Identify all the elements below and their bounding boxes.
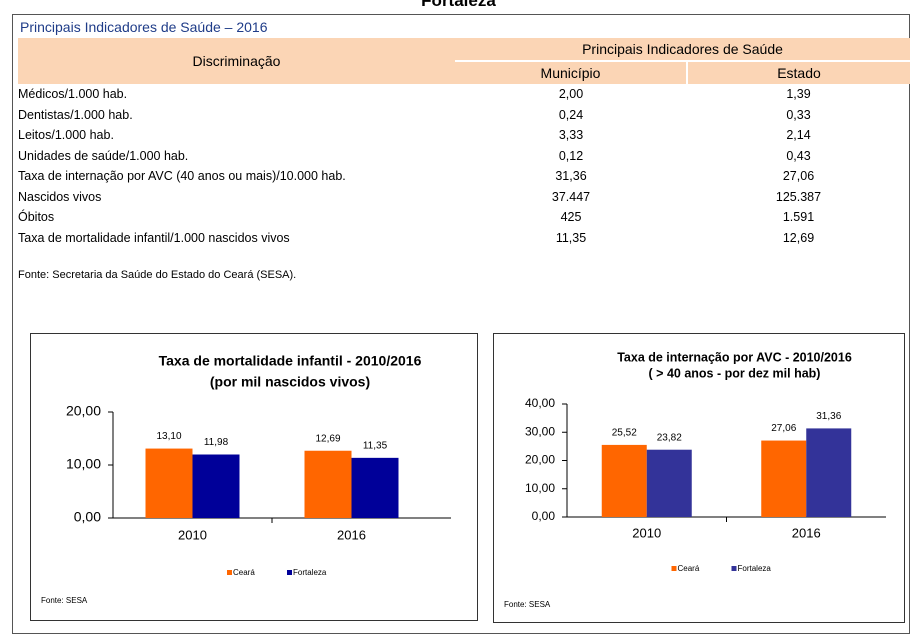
table-body: Médicos/1.000 hab. 2,00 1,39 Dentistas/1.00… — [18, 84, 910, 248]
table-cell: Unidades de saúde/1.000 hab. — [18, 148, 189, 163]
y-tick-label: 20,00 — [66, 403, 101, 419]
bar — [192, 454, 240, 518]
legend-swatch — [731, 566, 737, 571]
x-tick-label: 2016 — [792, 525, 821, 540]
bar — [145, 448, 193, 518]
table-row: Óbitos 425 1.591 — [18, 207, 910, 228]
table-cell: 1,39 — [786, 87, 811, 102]
legend-label: Fortaleza — [293, 568, 327, 577]
source: Fonte: Secretaria da Saúde do Estado do … — [18, 269, 297, 281]
table-row: Leitos/1.000 hab. 3,33 2,14 — [18, 125, 910, 146]
legend-swatch — [287, 570, 292, 575]
legend-swatch — [671, 566, 677, 571]
table-cell: 0,33 — [786, 107, 811, 122]
bar — [761, 440, 807, 517]
bar — [806, 428, 852, 517]
y-tick-label: 30,00 — [525, 424, 555, 438]
legend-label: Ceará — [233, 568, 255, 577]
legend-label: Fortaleza — [738, 564, 772, 573]
column-header: Município — [455, 61, 688, 84]
data-label: 23,82 — [657, 432, 682, 443]
chart-title: Taxa de internação por AVC - 2010/2016 — [617, 350, 852, 364]
bar — [304, 450, 352, 518]
table-cell: Médicos/1.000 hab. — [18, 87, 128, 102]
data-label: 13,10 — [156, 431, 181, 442]
table-cell: Óbitos — [18, 210, 55, 225]
chart-title: ( > 40 anos - por dez mil hab) — [649, 366, 821, 380]
legend-swatch — [227, 570, 232, 575]
x-tick-label: 2010 — [632, 525, 661, 540]
column-header: Discriminação — [18, 38, 455, 84]
table-cell: 31,36 — [555, 169, 587, 184]
table-cell: Taxa de internação por AVC (40 anos ou m… — [18, 169, 346, 184]
chart: Taxa de internação por AVC - 2010/2016 ( … — [493, 333, 905, 623]
chart-source: Fonte: SESA — [504, 600, 551, 609]
chart-title: (por mil nascidos vivos) — [210, 374, 370, 390]
title: Principais Indicadores de Saúde – 2016 — [20, 19, 268, 35]
chart: Taxa de mortalidade infantil - 2010/2016… — [30, 333, 478, 621]
table-row: Nascidos vivos 37.447 125.387 — [18, 187, 910, 208]
table-row: Médicos/1.000 hab. 2,00 1,39 — [18, 84, 910, 105]
table-cell: 1.591 — [782, 210, 815, 225]
chart-source: Fonte: SESA — [41, 596, 88, 605]
table-row: Taxa de mortalidade infantil/1.000 nasci… — [18, 228, 910, 249]
data-label: 25,52 — [612, 428, 637, 439]
table-cell: 3,33 — [558, 128, 584, 143]
column-group-header: Principais Indicadores de Saúde — [455, 38, 910, 62]
table-cell: 27,06 — [782, 169, 815, 184]
bar — [601, 444, 647, 517]
data-label: 27,06 — [771, 423, 796, 434]
y-tick-label: 10,00 — [525, 481, 555, 495]
data-label: 31,36 — [816, 411, 841, 422]
y-tick-label: 0,00 — [532, 509, 556, 523]
table: Discriminação Principais Indicadores de … — [18, 38, 910, 248]
table-cell: Nascidos vivos — [18, 189, 102, 204]
table-cell: Taxa de mortalidade infantil/1.000 nasci… — [18, 230, 290, 245]
bar — [351, 457, 399, 518]
data-label: 11,35 — [363, 440, 388, 451]
y-tick-label: 10,00 — [66, 456, 101, 472]
column-header: Estado — [687, 61, 910, 84]
header: Fortaleza — [421, 0, 496, 10]
bar — [646, 449, 692, 517]
table-cell: 425 — [560, 210, 582, 225]
x-tick-label: 2016 — [337, 527, 366, 542]
x-tick-label: 2010 — [178, 527, 207, 542]
table-cell: 0,24 — [558, 107, 584, 122]
y-tick-label: 40,00 — [525, 396, 555, 410]
y-tick-label: 0,00 — [74, 509, 101, 525]
table-row: Taxa de internação por AVC (40 anos ou m… — [18, 166, 910, 187]
legend-label: Ceará — [678, 564, 700, 573]
table-cell: 11,35 — [555, 230, 587, 245]
table-row: Dentistas/1.000 hab. 0,24 0,33 — [18, 105, 910, 126]
table-cell: 2,00 — [558, 87, 584, 102]
table-cell: 0,12 — [558, 148, 584, 163]
table-cell: Dentistas/1.000 hab. — [18, 107, 133, 122]
table-cell: 0,43 — [786, 148, 811, 163]
chart-title: Taxa de mortalidade infantil - 2010/2016 — [159, 353, 422, 369]
y-tick-label: 20,00 — [525, 453, 555, 467]
table-cell: 12,69 — [782, 230, 815, 245]
table-cell: Leitos/1.000 hab. — [18, 128, 114, 143]
table-row: Unidades de saúde/1.000 hab. 0,12 0,43 — [18, 146, 910, 167]
table-cell: 2,14 — [786, 128, 811, 143]
data-label: 12,69 — [315, 433, 340, 444]
data-label: 11,98 — [204, 437, 229, 448]
table-cell: 125.387 — [775, 189, 822, 204]
table-cell: 37.447 — [551, 189, 591, 204]
